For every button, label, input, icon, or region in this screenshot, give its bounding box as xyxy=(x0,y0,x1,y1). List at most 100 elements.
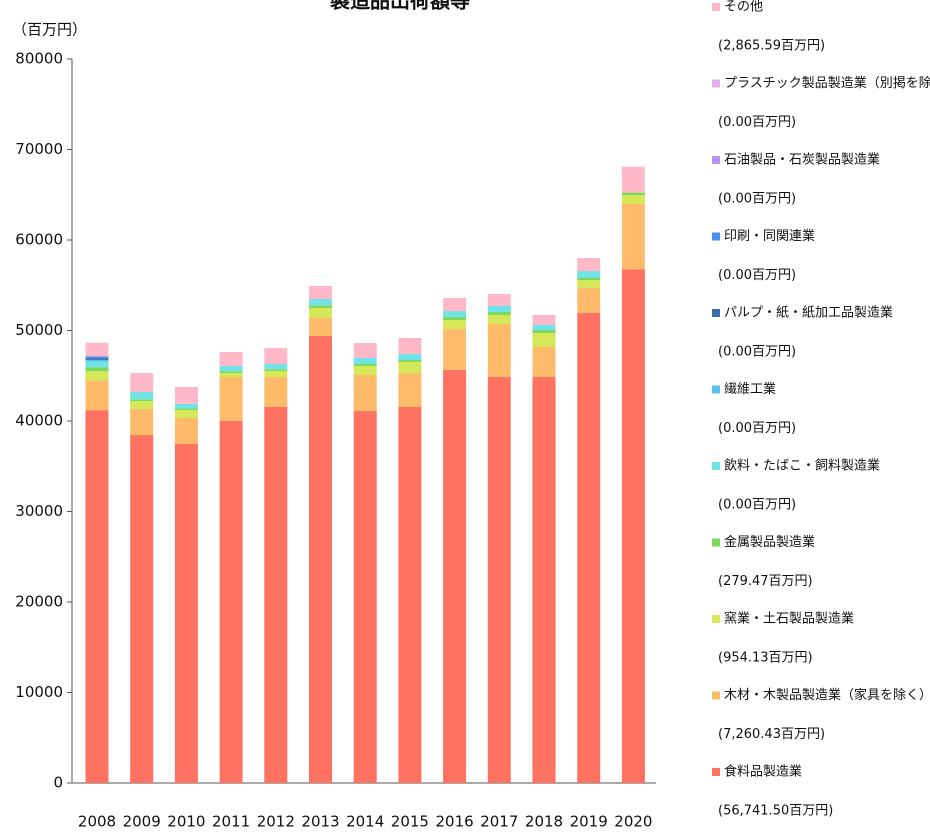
y-tick-label: 10000 xyxy=(15,683,63,701)
legend-label: 繊維工業 xyxy=(724,381,776,397)
bar-segment xyxy=(398,360,422,362)
bar-segment xyxy=(174,403,198,409)
legend-swatch xyxy=(712,309,720,317)
bar-segment xyxy=(487,315,511,324)
y-axis-label: （百万円） xyxy=(12,21,87,39)
bar-segment xyxy=(264,377,288,407)
bar-segment xyxy=(621,269,645,784)
bar-segment xyxy=(219,365,243,372)
bar-segment xyxy=(130,401,154,409)
bar-segment xyxy=(621,203,645,270)
legend-label: 窯業・土石製品製造業 xyxy=(724,611,854,627)
x-tick-label: 2013 xyxy=(301,813,339,831)
bar-segment xyxy=(532,330,556,334)
bar-segment xyxy=(219,377,243,421)
legend-value: (56,741.50百万円) xyxy=(718,804,833,819)
x-tick-label: 2009 xyxy=(123,813,161,831)
bar-segment xyxy=(219,373,243,378)
y-tick-label: 20000 xyxy=(15,593,63,611)
bar-segment xyxy=(398,373,422,407)
bar-segment xyxy=(309,285,332,300)
legend-swatch xyxy=(712,768,720,776)
bar-segment xyxy=(174,443,198,783)
bar-segment xyxy=(487,305,511,313)
bar-segment xyxy=(487,377,511,783)
bar-segment xyxy=(85,342,109,357)
x-tick-label: 2016 xyxy=(436,813,474,831)
bar-segment xyxy=(487,323,511,378)
bar-segment xyxy=(532,333,556,347)
x-tick-label: 2008 xyxy=(78,813,116,831)
chart-title: 製造品出荷額等 xyxy=(330,0,470,13)
legend-swatch xyxy=(712,79,720,88)
bar-segment xyxy=(353,342,377,359)
legend-value: (0.00百万円) xyxy=(718,115,796,130)
legend-value: (279.47百万円) xyxy=(718,574,813,589)
bar-segment xyxy=(174,408,198,411)
bar-segment xyxy=(264,347,288,364)
bar-segment xyxy=(309,318,332,337)
bar-segment xyxy=(621,192,645,196)
bar-segment xyxy=(130,399,154,402)
bar-segment xyxy=(621,166,645,193)
bar-segment xyxy=(85,367,109,372)
bar-segment xyxy=(264,371,288,378)
x-tick-label: 2010 xyxy=(167,813,205,831)
bar-segment xyxy=(219,421,243,783)
bar-segment xyxy=(487,294,511,306)
bar-segment xyxy=(577,313,601,783)
bar-segment xyxy=(398,338,422,355)
bar-segment xyxy=(264,363,288,370)
legend-label: 木材・木製品製造業（家具を除く） xyxy=(724,687,930,703)
y-tick-label: 60000 xyxy=(15,231,63,249)
legend-swatch xyxy=(712,615,720,623)
bar-segment xyxy=(443,298,467,312)
legend-label: その他 xyxy=(724,0,763,15)
bar-segment xyxy=(219,371,243,374)
legend-label: パルプ・紙・紙加工品製造業 xyxy=(724,305,893,321)
legend-value: (7,260.43百万円) xyxy=(718,727,825,742)
x-tick-label: 2014 xyxy=(346,813,384,831)
legend-label: 石油製品・石炭製品製造業 xyxy=(724,152,880,168)
x-tick-label: 2020 xyxy=(614,813,652,831)
legend-label: 金属製品製造業 xyxy=(724,534,815,550)
y-tick-label: 0 xyxy=(53,774,63,792)
bar-segment xyxy=(487,312,511,316)
legend-swatch xyxy=(712,462,720,470)
bar-segment xyxy=(264,406,288,783)
bar-segment xyxy=(353,375,377,412)
bar-segment xyxy=(130,373,154,393)
bar-segment xyxy=(621,195,645,204)
bar-segment xyxy=(532,324,556,331)
legend-swatch xyxy=(712,691,720,700)
bar-segment xyxy=(577,271,601,279)
x-tick-label: 2015 xyxy=(391,813,429,831)
bar-segment xyxy=(309,299,332,306)
bar-segment xyxy=(130,392,154,400)
y-tick-label: 50000 xyxy=(15,321,63,339)
bar-segment xyxy=(309,307,332,319)
legend-swatch xyxy=(712,538,720,547)
bar-segment xyxy=(85,359,109,362)
bar-segment xyxy=(353,358,377,364)
bar-segment xyxy=(353,363,377,366)
y-tick-label: 30000 xyxy=(15,502,63,520)
bar-segment xyxy=(309,336,332,783)
legend-swatch xyxy=(712,156,720,164)
bar-segment xyxy=(174,386,198,404)
legend-label: 食料品製造業 xyxy=(724,764,802,780)
bar-segment xyxy=(85,358,109,360)
x-tick-label: 2011 xyxy=(212,813,250,831)
bar-segment xyxy=(85,361,109,368)
x-tick-label: 2018 xyxy=(525,813,563,831)
legend-value: (0.00百万円) xyxy=(718,421,796,436)
legend-swatch xyxy=(712,3,720,11)
bar-segment xyxy=(353,365,377,376)
bar-segment xyxy=(443,329,467,370)
legend-swatch xyxy=(712,385,720,394)
bar-segment xyxy=(309,305,332,308)
bar-segment xyxy=(577,258,601,272)
legend-value: (0.00百万円) xyxy=(718,192,796,207)
legend-value: (0.00百万円) xyxy=(718,345,796,360)
y-tick-label: 80000 xyxy=(15,50,63,68)
